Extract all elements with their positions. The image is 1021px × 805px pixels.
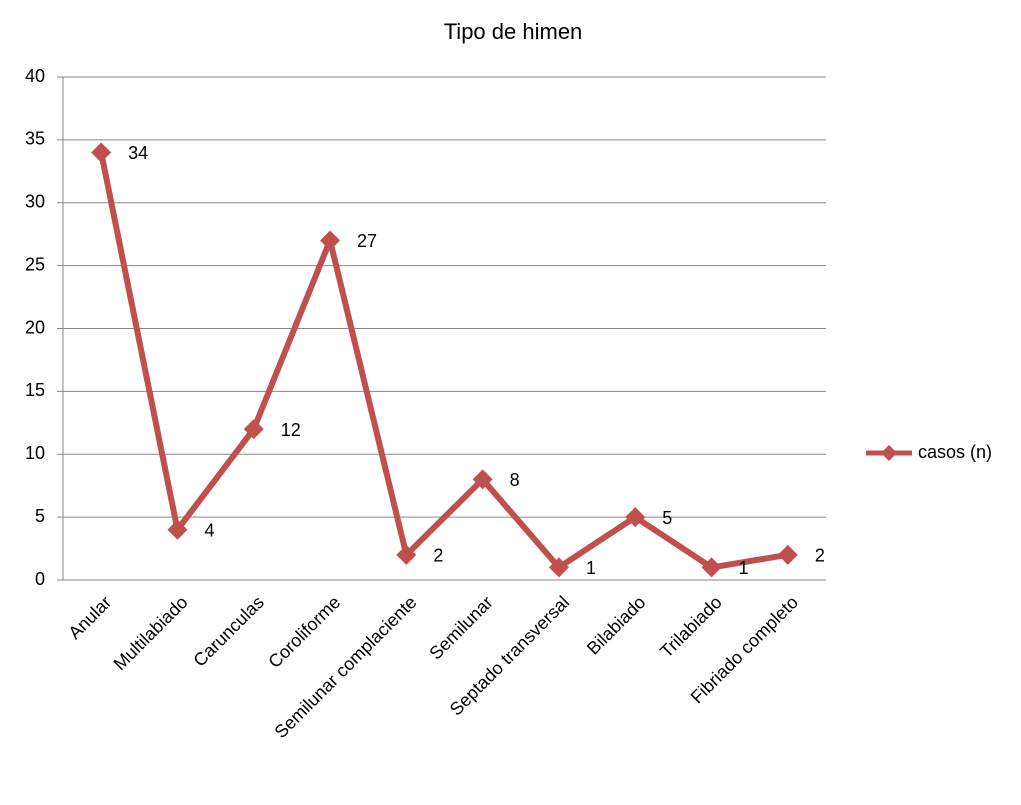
marker [548, 557, 569, 578]
marker [701, 557, 722, 578]
data-label: 1 [739, 558, 749, 578]
series-line [98, 151, 789, 571]
x-tick-label: Semilunar complaciente [271, 592, 421, 742]
y-tick-label: 40 [25, 66, 45, 86]
legend-label: casos (n) [918, 442, 992, 462]
y-tick-label: 15 [25, 380, 45, 400]
y-tick-label: 30 [25, 192, 45, 212]
y-tick-label: 10 [25, 443, 45, 463]
marker [91, 142, 112, 163]
marker [625, 507, 646, 528]
marker [243, 419, 264, 440]
legend-marker [881, 445, 897, 461]
x-tick-label: Carunculas [189, 592, 268, 671]
x-tick-label: Semilunar [425, 592, 496, 663]
x-tick-label: Multilabiado [110, 592, 192, 674]
y-tick-label: 35 [25, 129, 45, 149]
data-label: 12 [281, 420, 301, 440]
marker [472, 469, 493, 490]
x-tick-label: Coroliforme [264, 592, 344, 672]
x-tick-label: Trilabiado [656, 592, 726, 662]
x-tick-label: Bilabiado [583, 592, 650, 659]
chart-title: Tipo de himen [444, 19, 583, 44]
marker [167, 519, 188, 540]
y-tick-label: 20 [25, 317, 45, 337]
marker [777, 544, 798, 565]
marker [396, 544, 417, 565]
marker [320, 230, 341, 251]
y-tick-label: 0 [35, 569, 45, 589]
data-label: 8 [510, 470, 520, 490]
data-label: 5 [662, 508, 672, 528]
data-label: 27 [357, 231, 377, 251]
data-label: 4 [204, 520, 214, 540]
y-tick-label: 5 [35, 506, 45, 526]
data-label: 2 [815, 546, 825, 566]
data-label: 2 [433, 546, 443, 566]
x-tick-label: Anular [64, 592, 115, 643]
y-tick-label: 25 [25, 254, 45, 274]
data-label: 34 [128, 143, 148, 163]
data-label: 1 [586, 558, 596, 578]
